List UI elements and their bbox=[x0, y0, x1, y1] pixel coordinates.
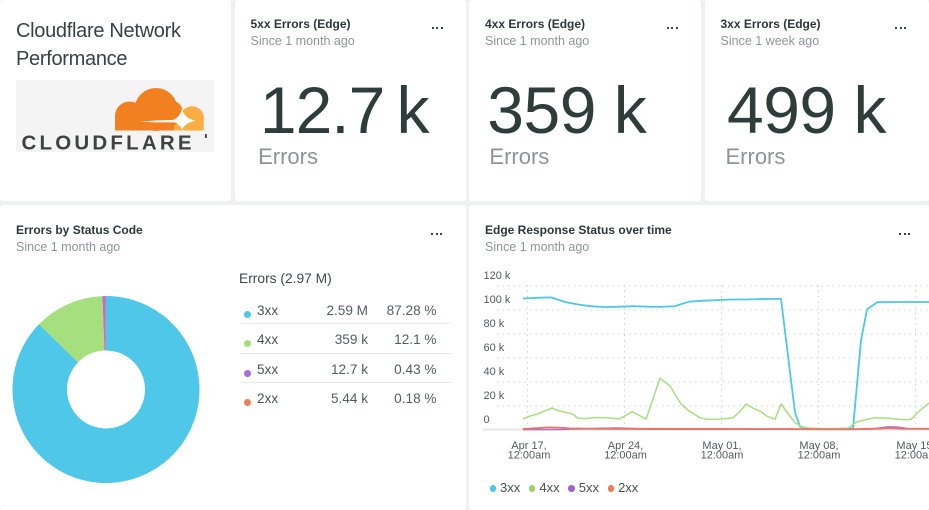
svg-text:12:00am: 12:00am bbox=[798, 449, 841, 461]
svg-text:CLOUDFLARE: CLOUDFLARE bbox=[22, 132, 195, 153]
svg-text:12:00am: 12:00am bbox=[508, 449, 551, 461]
svg-text:0: 0 bbox=[484, 414, 490, 426]
svg-text:40 k: 40 k bbox=[484, 365, 505, 377]
svg-text:Apr 24,: Apr 24, bbox=[608, 440, 643, 452]
svg-text:12:00am: 12:00am bbox=[604, 449, 647, 461]
svg-text:20 k: 20 k bbox=[484, 389, 505, 401]
svg-text:12:00am: 12:00am bbox=[701, 449, 744, 461]
svg-text:May 08,: May 08, bbox=[799, 440, 838, 452]
svg-text:12:00am: 12:00am bbox=[895, 449, 929, 461]
svg-text:100 k: 100 k bbox=[484, 293, 511, 305]
svg-text:Apr 17,: Apr 17, bbox=[511, 440, 546, 452]
svg-text:60 k: 60 k bbox=[484, 341, 505, 353]
svg-text:120 k: 120 k bbox=[484, 269, 511, 281]
svg-text:80 k: 80 k bbox=[484, 317, 505, 329]
svg-text:May 01,: May 01, bbox=[702, 440, 741, 452]
svg-text:May 15,: May 15, bbox=[896, 440, 929, 452]
